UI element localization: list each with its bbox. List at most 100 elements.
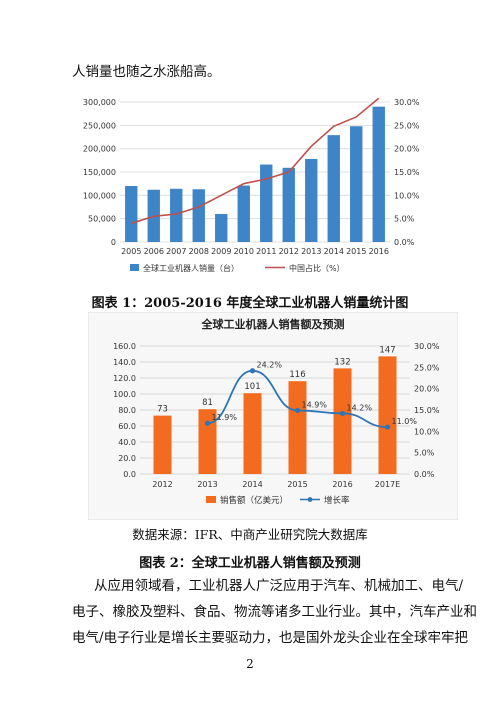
y-left-tick-label: 160.0 (113, 342, 136, 351)
y-right-tick-label: 30.0% (414, 342, 440, 351)
legend-label-bar: 全球工业机器人销量（台） (143, 263, 239, 273)
y-right-tick-label: 15.0% (394, 168, 420, 177)
growth-rate-point (339, 410, 346, 417)
bar-sales-revenue (153, 415, 172, 474)
x-tick-label: 2013 (197, 480, 217, 489)
bar-sales-volume (305, 158, 318, 242)
y-left-tick-label: 20.0 (118, 454, 136, 463)
growth-rate-label: 11.9% (212, 413, 238, 422)
intro-paragraph: 人销量也随之水涨船高。 (72, 64, 221, 80)
x-tick-label: 2015 (346, 247, 366, 256)
chart-title: 全球工业机器人销售额及预测 (201, 317, 345, 331)
x-tick-label: 2007 (166, 247, 186, 256)
y-right-tick-label: 20.0% (414, 385, 440, 394)
x-tick-label: 2012 (279, 247, 299, 256)
bar-sales-volume (192, 189, 205, 242)
x-tick-label: 2014 (324, 247, 344, 256)
sales-revenue-chart: 全球工业机器人销售额及预测 0.0 20.0 40.0 60.0 80.0 100.0 120… (88, 312, 458, 520)
bar-sales-volume (327, 135, 340, 242)
y-left-tick-label: 200,000 (83, 145, 116, 154)
x-tick-label: 2010 (234, 247, 254, 256)
y-right-tick-label: 5.0% (394, 215, 415, 224)
x-tick-label: 2017E (375, 480, 400, 489)
bar-sales-volume (260, 164, 273, 242)
y-left-tick-label: 100.0 (113, 390, 136, 399)
y-left-tick-label: 250,000 (83, 121, 116, 130)
x-tick-label: 2015 (287, 480, 307, 489)
legend-label-line: 增长率 (324, 495, 350, 506)
chart-background (88, 312, 458, 520)
bar-sales-volume (372, 106, 385, 243)
bar-sales-volume (350, 126, 363, 242)
legend-swatch-bar (130, 264, 139, 271)
x-tick-label: 2016 (369, 247, 389, 256)
x-tick-label: 2008 (189, 247, 209, 256)
growth-rate-label: 11.0% (392, 417, 418, 426)
y-left-tick-label: 50,000 (88, 215, 116, 224)
body-line-2: 电子、橡胶及塑料、食品、物流等诸多工业行业。其中，汽车产业和 (72, 604, 477, 620)
page-number: 2 (246, 657, 254, 671)
y-right-tick-label: 0.0% (414, 470, 435, 479)
bar-sales-revenue (198, 409, 217, 474)
y-left-tick-label: 40.0 (118, 438, 136, 447)
x-tick-label: 2009 (211, 247, 231, 256)
y-right-tick-label: 10.0% (414, 427, 440, 436)
chart2-caption: 图表 2：全球工业机器人销售额及预测 (139, 556, 361, 571)
chart1-caption: 图表 1：2005-2016 年度全球工业机器人销量统计图 (91, 296, 409, 311)
y-left-tick-label: 150,000 (83, 168, 116, 177)
chart2-source: 数据来源：IFR、中商产业研究院大数据库 (132, 527, 368, 542)
y-left-tick-label: 0.0 (123, 470, 136, 479)
bar-sales-volume (125, 186, 138, 242)
y-right-tick-label: 25.0% (394, 121, 420, 130)
y-right-tick-label: 15.0% (414, 406, 440, 415)
bar-value-label: 101 (244, 382, 260, 392)
y-right-tick-label: 0.0% (394, 238, 415, 247)
y-left-tick-label: 300,000 (83, 98, 116, 107)
bar-sales-revenue (288, 381, 307, 474)
growth-rate-label: 14.2% (347, 403, 373, 412)
x-tick-label: 2011 (256, 247, 276, 256)
bar-sales-volume (282, 167, 295, 242)
bar-value-label: 147 (379, 345, 395, 355)
y-left-tick-label: 80.0 (118, 406, 136, 415)
legend-label-bar: 销售额（亿美元） (220, 495, 288, 506)
growth-rate-point (204, 420, 211, 426)
bar-value-label: 116 (289, 370, 305, 380)
x-tick-label: 2006 (144, 247, 164, 256)
x-tick-label: 2012 (152, 480, 172, 489)
bar-value-label: 73 (157, 405, 168, 415)
body-line-1: 从应用领域看，工业机器人广泛应用于汽车、机械加工、电气/ (94, 578, 464, 594)
y-right-tick-label: 10.0% (394, 191, 420, 200)
x-tick-label: 2005 (121, 247, 141, 256)
y-left-tick-label: 100,000 (83, 191, 116, 200)
y-right-tick-label: 5.0% (414, 449, 435, 458)
x-tick-label: 2013 (301, 247, 321, 256)
x-tick-label: 2014 (242, 480, 262, 489)
y-right-tick-label: 30.0% (394, 98, 420, 107)
bar-sales-volume (237, 185, 250, 242)
bar-sales-revenue (378, 356, 397, 474)
growth-rate-point (384, 424, 391, 430)
bar-sales-revenue (243, 393, 262, 474)
growth-rate-label: 14.9% (302, 400, 328, 409)
bar-sales-revenue (333, 368, 352, 474)
y-right-tick-label: 25.0% (414, 363, 440, 372)
legend-label-line: 中国占比（%） (289, 263, 345, 273)
line-china-share (131, 97, 380, 225)
y-left-tick-label: 60.0 (118, 422, 136, 431)
bar-value-label: 132 (334, 357, 350, 367)
growth-rate-point (294, 407, 301, 414)
bar-value-label: 81 (202, 398, 213, 408)
y-left-tick-label: 120.0 (113, 374, 136, 383)
legend-marker-line (307, 497, 313, 502)
bar-sales-volume (215, 214, 228, 242)
x-tick-label: 2016 (332, 480, 352, 489)
sales-volume-chart: 0 50,000 100,000 150,000 200,000 250,000 300,0… (83, 97, 420, 273)
body-line-3: 电气/电子行业是增长主要驱动力，也是国外龙头企业在全球牢牢把 (72, 630, 469, 646)
y-left-tick-label: 140.0 (113, 358, 136, 367)
growth-rate-label: 24.2% (257, 361, 283, 370)
y-left-tick-label: 0 (111, 238, 116, 247)
bar-sales-volume (170, 188, 183, 242)
y-right-tick-label: 20.0% (394, 145, 420, 154)
legend-swatch-bar (206, 496, 216, 503)
